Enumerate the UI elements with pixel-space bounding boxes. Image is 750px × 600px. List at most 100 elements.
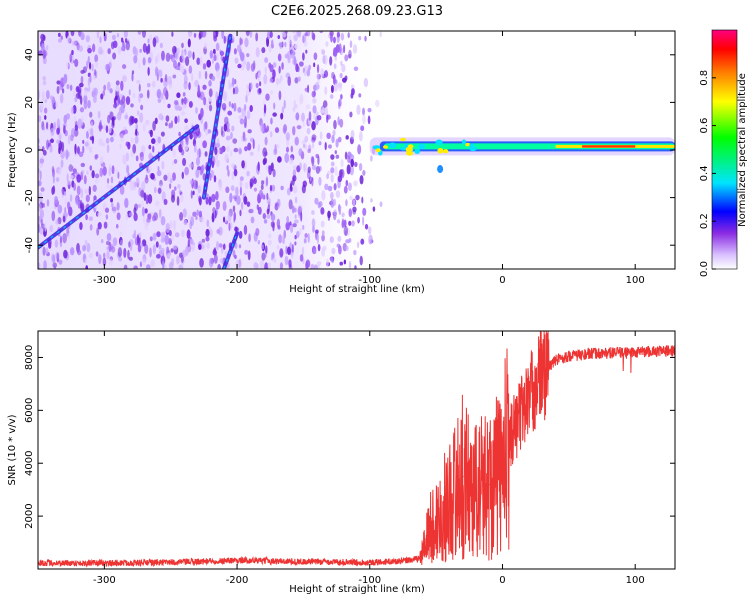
noise-speck [170,248,174,253]
noise-speck [239,186,242,196]
noise-speck [94,54,99,63]
noise-speck [213,175,217,183]
noise-speck [324,183,329,191]
noise-speck [319,131,323,140]
noise-speck [168,80,173,89]
noise-speck [162,252,165,263]
noise-speck [338,98,342,107]
noise-speck [151,80,156,88]
noise-speck [128,89,131,96]
noise-speck [263,157,268,165]
noise-speck [105,137,110,144]
noise-speck [141,206,145,217]
signal-blob [388,142,397,149]
noise-speck [152,244,157,255]
noise-speck [354,265,357,269]
noise-speck [45,121,49,130]
noise-speck [157,90,162,99]
noise-speck [305,261,309,269]
noise-speck [353,66,359,72]
noise-speck [97,110,101,119]
noise-speck [231,77,235,86]
noise-speck [225,145,230,152]
noise-speck [198,210,203,218]
noise-speck [172,148,176,158]
noise-speck [190,190,193,199]
noise-speck [232,205,236,213]
noise-speck [270,221,275,228]
noise-speck [265,93,270,101]
noise-speck [345,199,348,207]
noise-speck [56,127,60,135]
noise-speck [194,79,199,88]
noise-speck [362,207,367,216]
noise-speck [116,33,120,38]
noise-speck [272,62,277,68]
noise-speck [255,47,260,58]
noise-speck [59,235,62,244]
noise-speck [302,225,305,230]
noise-speck [261,47,266,54]
noise-speck [200,217,205,223]
noise-speck [197,84,200,95]
noise-speck [206,219,210,228]
noise-speck [218,226,223,236]
noise-speck [161,50,165,61]
noise-speck [261,180,265,185]
noise-speck [94,60,99,69]
noise-speck [180,255,185,266]
noise-speck [213,54,217,62]
noise-speck [160,215,166,226]
snr-point [501,470,504,472]
noise-speck [55,219,59,225]
noise-speck [331,71,335,80]
noise-speck [246,170,250,177]
colorbar-tick-label: 0.6 [699,118,710,134]
noise-speck [311,90,316,98]
noise-speck [277,78,282,84]
noise-speck [173,60,177,69]
noise-speck [318,141,322,146]
noise-speck [379,201,383,208]
noise-speck [132,144,137,154]
noise-speck [70,106,74,114]
noise-speck [278,90,282,101]
noise-speck [150,172,155,180]
noise-speck [273,258,277,263]
noise-speck [337,116,340,126]
snr-point [475,488,477,491]
noise-speck [263,74,268,85]
noise-speck [87,55,90,64]
noise-speck [248,233,251,243]
snr-xtick-label: -300 [93,575,116,586]
spectrogram-ytick-label: -20 [24,189,35,205]
noise-speck [302,34,307,44]
noise-speck [301,246,305,256]
noise-speck [233,168,238,177]
noise-speck [183,81,188,90]
noise-speck [120,133,125,143]
noise-speck [274,202,279,207]
noise-speck [156,231,161,238]
noise-speck [301,184,306,194]
noise-speck [63,191,67,197]
noise-speck [294,77,299,84]
noise-speck [196,192,199,198]
noise-speck [290,251,294,259]
noise-speck [359,255,363,266]
noise-speck [154,117,158,125]
noise-speck [148,152,153,160]
noise-speck [330,32,333,43]
noise-speck [179,212,184,221]
noise-speck [174,116,178,124]
noise-speck [241,160,245,169]
noise-speck [138,83,141,92]
noise-speck [110,176,114,184]
noise-speck [42,202,45,208]
noise-speck [263,219,268,224]
noise-speck [237,107,242,113]
noise-speck [63,73,68,84]
noise-speck [232,87,235,95]
noise-speck [174,46,177,54]
noise-speck [105,214,109,220]
